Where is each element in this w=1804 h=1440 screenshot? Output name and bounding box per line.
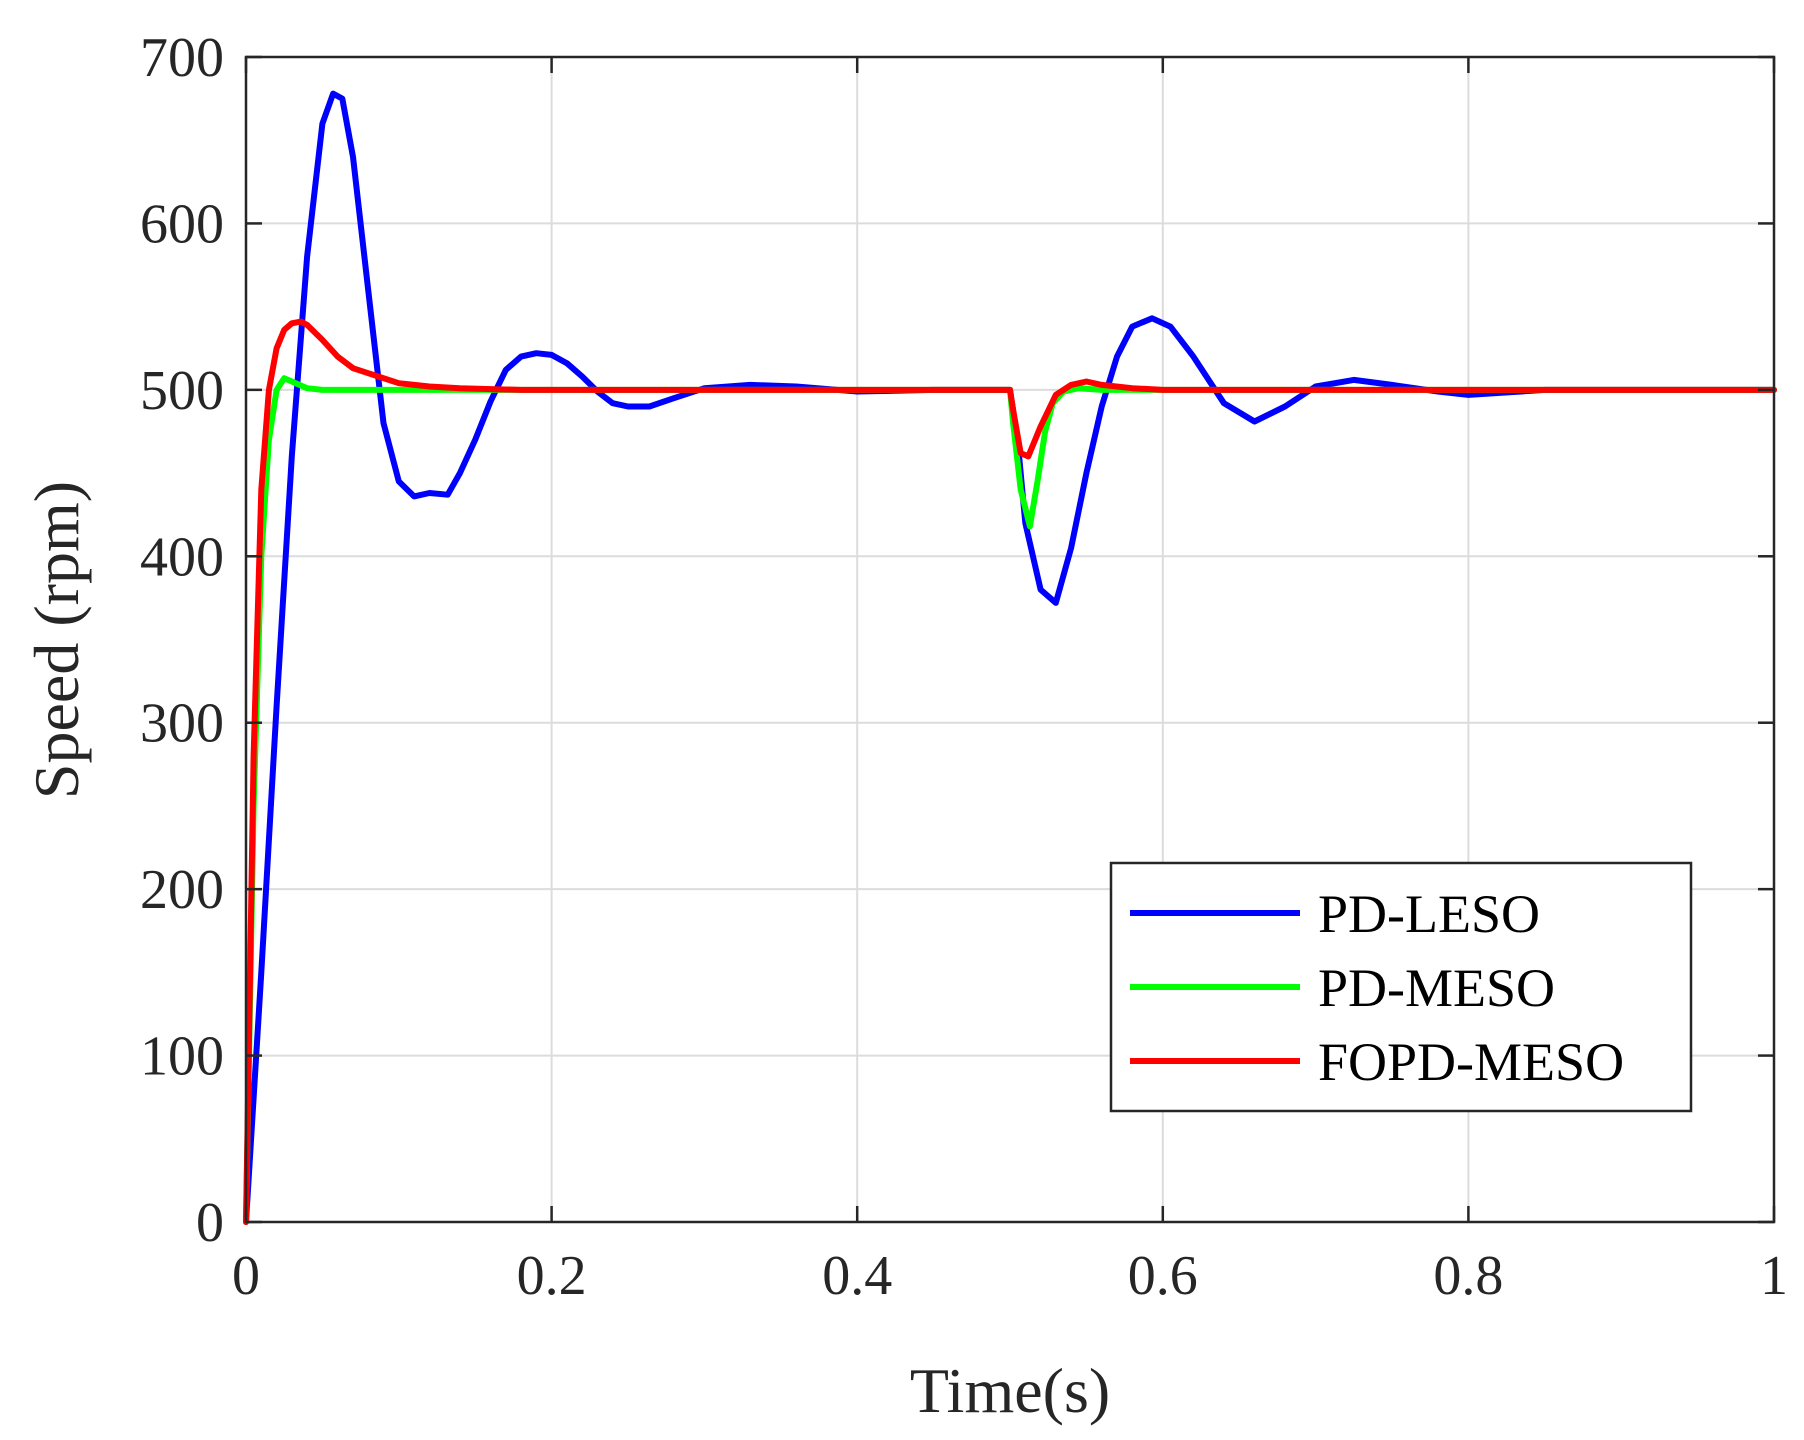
y-tick-label: 700 [140,27,224,89]
y-tick-label: 300 [140,693,224,755]
x-tick-label: 1 [1760,1245,1788,1307]
y-tick-label: 100 [140,1026,224,1088]
ticks [244,55,1776,1224]
y-axis-label: Speed (rpm) [21,481,92,799]
y-tick-label: 0 [196,1192,224,1254]
series-layer [243,90,1777,1225]
legend-label-fopd-meso: FOPD-MESO [1318,1032,1624,1092]
x-axis-label: Time(s) [910,1355,1110,1426]
y-tick-label: 200 [140,859,224,921]
legend-label-pd-meso: PD-MESO [1318,958,1555,1018]
x-tick-label: 0.2 [517,1245,587,1307]
axes-box [244,55,1776,1224]
legend-label-pd-leso: PD-LESO [1318,884,1540,944]
x-tick-label: 0.6 [1128,1245,1198,1307]
tick-labels: 0 0.2 0.4 0.6 0.8 1 0 100 200 300 400 500 600 700 [140,27,1788,1307]
x-tick-label: 0.4 [822,1245,892,1307]
y-tick-label: 500 [140,360,224,422]
y-tick-label: 600 [140,193,224,255]
legend: PD-LESO PD-MESO FOPD-MESO [1109,861,1693,1113]
y-tick-label: 400 [140,526,224,588]
series-line-fopd-meso [243,318,1777,1225]
x-tick-label: 0.8 [1433,1245,1503,1307]
x-tick-label: 0 [232,1245,260,1307]
